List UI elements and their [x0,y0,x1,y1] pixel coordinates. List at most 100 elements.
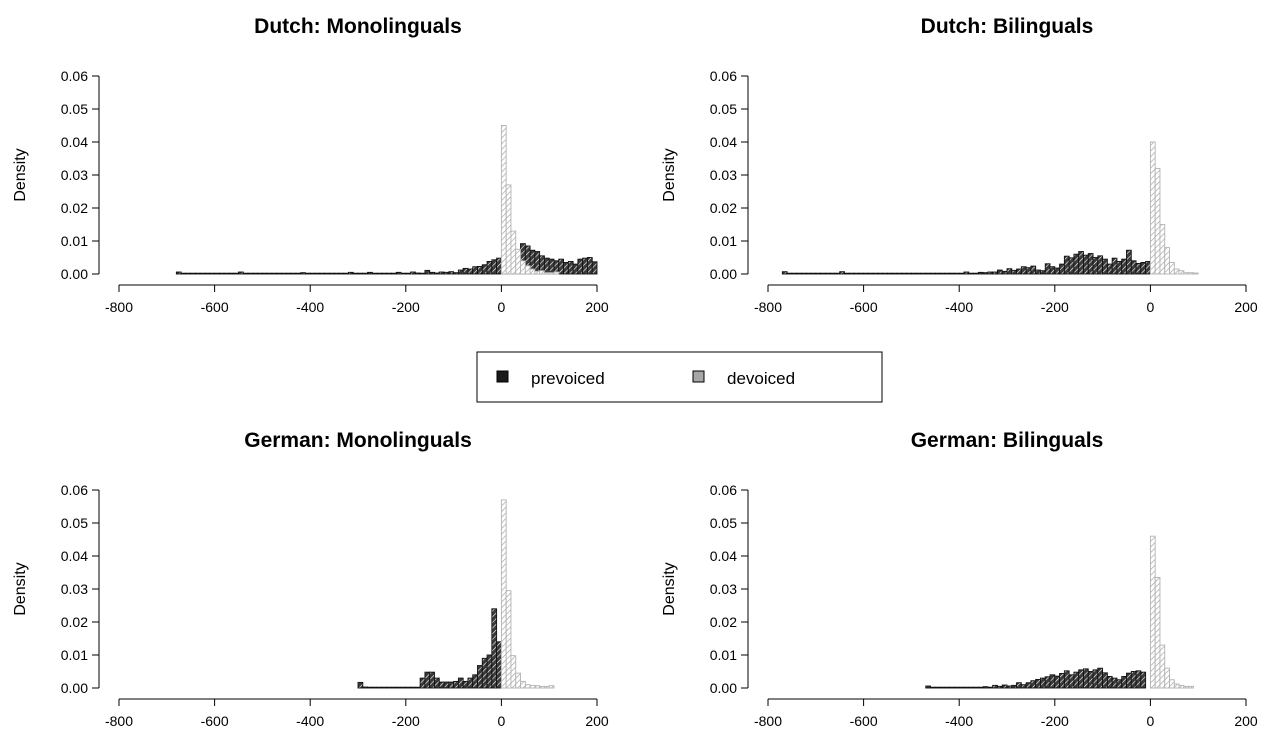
bar-prevoiced [271,272,278,275]
bar-prevoiced [853,272,860,275]
bar-prevoiced [1145,261,1151,275]
legend-label-devoiced: devoiced [727,369,795,388]
histogram-panel-3: German: Monolinguals 0.00 0.01 0.02 0.03 0.04… [12,429,609,729]
bar-prevoiced [376,272,383,275]
y-axis-label: Density [12,148,29,201]
bar-prevoiced [214,272,220,275]
bar-prevoiced [810,272,817,275]
bar-prevoiced [891,272,898,275]
series-prevoiced [925,667,1147,689]
x-tick-label: 0 [1147,713,1155,729]
bar-prevoiced [953,272,960,275]
bar-prevoiced [543,257,550,275]
bar-prevoiced [934,272,941,275]
bar-prevoiced [1102,672,1108,689]
bar-prevoiced [906,272,912,275]
bar-prevoiced [338,272,345,275]
bar-prevoiced [844,272,850,275]
bar-prevoiced [1054,267,1061,275]
bar-prevoiced [204,272,211,275]
bar-prevoiced [391,272,397,275]
y-tick-label: 0.03 [61,581,88,597]
bar-prevoiced [1087,671,1094,689]
bar-prevoiced [1092,257,1099,275]
x-tick-label: 200 [1234,299,1258,315]
bar-devoiced [529,268,536,275]
bar-prevoiced [1020,684,1027,689]
bar-prevoiced [977,271,984,275]
bar-devoiced [520,680,526,689]
bar-devoiced [1169,262,1175,275]
bar-prevoiced [586,257,593,275]
bar-prevoiced [949,686,955,689]
bar-prevoiced [486,654,493,689]
bar-prevoiced [839,271,845,275]
bar-prevoiced [247,272,254,275]
bar-prevoiced [457,677,464,689]
bar-prevoiced [477,265,483,275]
bar-devoiced [524,684,531,689]
bar-prevoiced [973,272,979,275]
y-tick-label: 0.01 [710,647,737,663]
bar-prevoiced [276,272,282,275]
bar-prevoiced [371,272,378,275]
bar-prevoiced [496,257,502,275]
bar-prevoiced [987,686,994,689]
bar-prevoiced [1068,674,1075,689]
bar-devoiced [1154,577,1161,689]
bar-prevoiced [1073,253,1080,275]
bar-prevoiced [1044,263,1051,275]
y-tick-label: 0.01 [61,233,88,249]
bar-prevoiced [281,272,287,275]
bar-prevoiced [400,272,407,275]
bar-prevoiced [1126,249,1132,275]
bar-prevoiced [949,272,955,275]
bar-prevoiced [434,272,440,275]
bar-prevoiced [1001,684,1008,689]
y-tick-label: 0.05 [61,515,88,531]
bar-prevoiced [228,272,235,275]
bar-prevoiced [434,677,440,689]
bar-prevoiced [901,272,908,275]
bar-devoiced [520,260,526,275]
bar-prevoiced [1025,267,1032,275]
bar-prevoiced [453,680,459,689]
bar-prevoiced [1063,255,1070,275]
bar-prevoiced [405,272,412,275]
bar-devoiced [500,125,507,275]
x-tick-label: 200 [585,713,609,729]
bar-prevoiced [982,686,989,689]
bar-prevoiced [1049,266,1056,275]
bar-prevoiced [429,671,435,689]
bar-prevoiced [996,685,1003,689]
panel-title: German: Monolinguals [244,429,472,452]
bar-prevoiced [438,681,445,689]
bar-prevoiced [290,272,297,275]
bar-prevoiced [577,258,584,275]
y-axis-label: Density [661,562,678,615]
bar-prevoiced [266,272,273,275]
bar-prevoiced [572,263,579,275]
bar-prevoiced [963,686,970,689]
bar-devoiced [1159,644,1166,689]
bar-prevoiced [386,272,392,275]
histogram-panels: Dutch: Monolinguals 0.00 0.01 0.02 0.03 0.04 0… [12,15,1258,729]
y-tick-label: 0.05 [710,101,737,117]
bar-prevoiced [419,677,426,689]
bar-devoiced [505,590,512,689]
bar-prevoiced [491,608,498,689]
x-tick-label: -400 [296,299,324,315]
bar-prevoiced [424,269,431,275]
bar-prevoiced [1097,255,1104,275]
bar-prevoiced [395,271,402,275]
bar-prevoiced [1130,671,1137,689]
bar-prevoiced [1054,675,1061,689]
panel-title: Dutch: Bilinguals [921,15,1094,38]
bar-prevoiced [1102,258,1108,275]
bar-prevoiced [304,272,311,275]
bar-devoiced [548,685,555,689]
bar-devoiced [548,272,555,275]
bar-prevoiced [877,272,884,275]
bar-prevoiced [930,686,936,689]
x-tick-label: -400 [296,713,324,729]
